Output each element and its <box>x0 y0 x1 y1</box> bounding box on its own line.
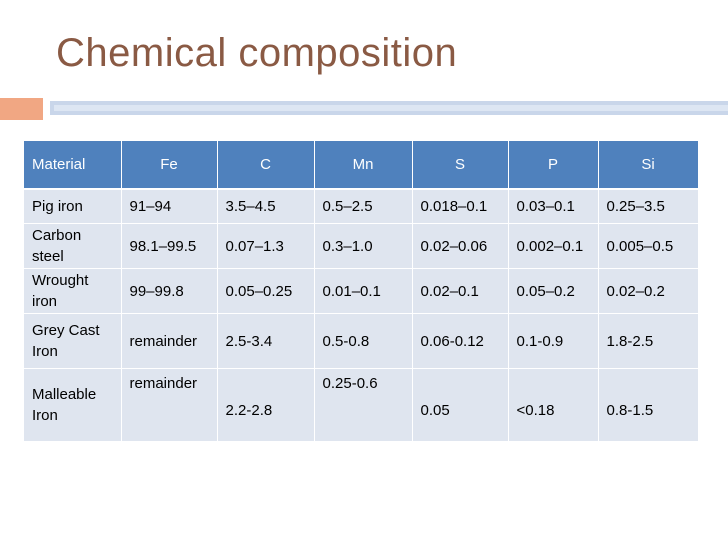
cell-p: 0.03–0.1 <box>508 189 599 224</box>
cell-si: 0.005–0.5 <box>598 223 699 269</box>
cell-p: <0.18 <box>508 368 599 442</box>
table-row: Wrought iron 99–99.8 0.05–0.25 0.01–0.1 … <box>24 268 699 314</box>
cell-c: 3.5–4.5 <box>217 189 315 224</box>
table-row: Grey Cast Iron remainder 2.5-3.4 0.5-0.8… <box>24 313 699 369</box>
cell-si: 0.02–0.2 <box>598 268 699 314</box>
table-row: Carbon steel 98.1–99.5 0.07–1.3 0.3–1.0 … <box>24 223 699 269</box>
cell-s: 0.018–0.1 <box>412 189 509 224</box>
cell-si: 0.25–3.5 <box>598 189 699 224</box>
cell-p: 0.05–0.2 <box>508 268 599 314</box>
cell-mn: 0.25-0.6 <box>314 368 413 442</box>
cell-material: Malleable Iron <box>24 368 122 442</box>
table-header-row: Material Fe C Mn S P Si <box>24 141 699 190</box>
cell-fe: 99–99.8 <box>121 268 218 314</box>
cell-mn: 0.01–0.1 <box>314 268 413 314</box>
table-row: Pig iron 91–94 3.5–4.5 0.5–2.5 0.018–0.1… <box>24 189 699 224</box>
cell-c: 2.5-3.4 <box>217 313 315 369</box>
cell-fe: remainder <box>121 313 218 369</box>
accent-bar-inner <box>54 105 728 111</box>
column-header-s: S <box>412 141 509 190</box>
cell-fe: remainder <box>121 368 218 442</box>
cell-mn: 0.5–2.5 <box>314 189 413 224</box>
column-header-si: Si <box>598 141 699 190</box>
column-header-material: Material <box>24 141 122 190</box>
cell-fe: 91–94 <box>121 189 218 224</box>
cell-s: 0.05 <box>412 368 509 442</box>
cell-si: 1.8-2.5 <box>598 313 699 369</box>
cell-si: 0.8-1.5 <box>598 368 699 442</box>
cell-p: 0.002–0.1 <box>508 223 599 269</box>
cell-material: Carbon steel <box>24 223 122 269</box>
table-row: Malleable Iron remainder 2.2-2.8 0.25-0.… <box>24 368 699 442</box>
column-header-c: C <box>217 141 315 190</box>
cell-s: 0.02–0.06 <box>412 223 509 269</box>
slide-title: Chemical composition <box>56 31 458 75</box>
column-header-mn: Mn <box>314 141 413 190</box>
cell-s: 0.02–0.1 <box>412 268 509 314</box>
cell-material: Pig iron <box>24 189 122 224</box>
column-header-p: P <box>508 141 599 190</box>
cell-p: 0.1-0.9 <box>508 313 599 369</box>
cell-c: 0.07–1.3 <box>217 223 315 269</box>
cell-material: Wrought iron <box>24 268 122 314</box>
cell-c: 0.05–0.25 <box>217 268 315 314</box>
cell-s: 0.06-0.12 <box>412 313 509 369</box>
cell-material: Grey Cast Iron <box>24 313 122 369</box>
accent-block-orange <box>0 98 43 120</box>
cell-mn: 0.5-0.8 <box>314 313 413 369</box>
cell-c: 2.2-2.8 <box>217 368 315 442</box>
cell-mn: 0.3–1.0 <box>314 223 413 269</box>
column-header-fe: Fe <box>121 141 218 190</box>
cell-fe: 98.1–99.5 <box>121 223 218 269</box>
composition-table: Material Fe C Mn S P Si Pig iron 91–94 3… <box>24 141 699 442</box>
